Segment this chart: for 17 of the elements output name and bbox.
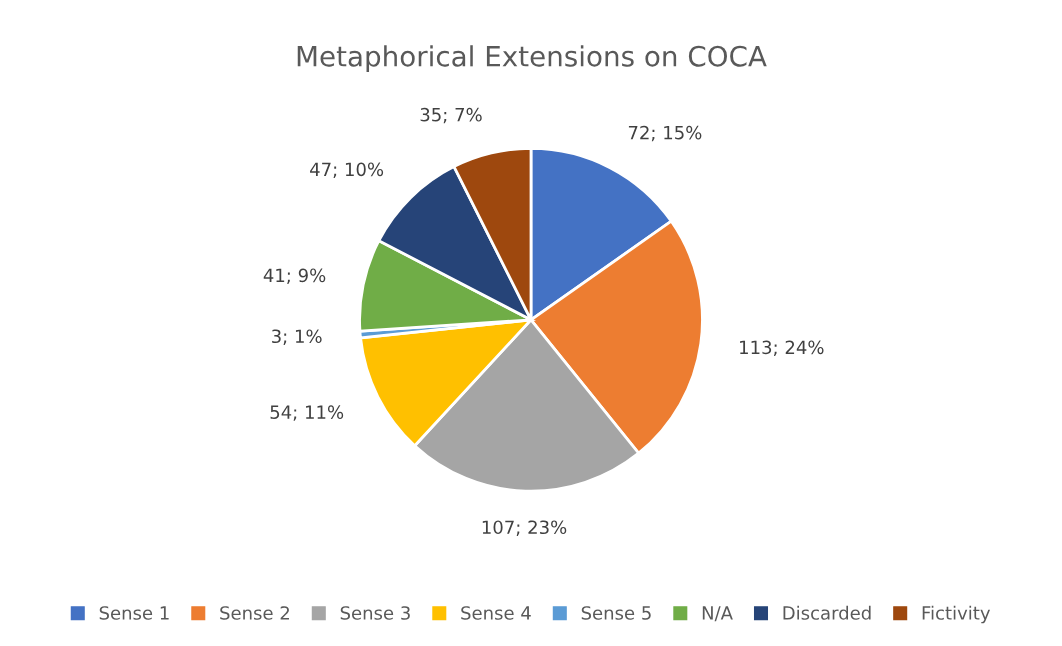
legend-label: Fictivity [922, 605, 991, 624]
data-label: 113; 24% [740, 340, 824, 356]
chart-title: Metaphorical Extensions on COCA [297, 45, 767, 73]
legend-label: N/A [702, 606, 733, 622]
legend-label: Sense 5 [581, 606, 651, 620]
data-label: 3; 1% [272, 329, 322, 345]
legend-label: Sense 4 [461, 606, 531, 620]
data-label: 47; 10% [310, 162, 384, 178]
legend-label: Sense 2 [220, 606, 289, 620]
data-label: 72; 15% [628, 125, 702, 142]
data-label: 41; 9% [263, 268, 326, 284]
data-label: 107; 23% [482, 520, 567, 536]
legend-label: Sense 3 [340, 606, 410, 620]
data-label: 35; 7% [420, 107, 482, 124]
legend-label: Sense 1 [99, 606, 169, 620]
data-label: 54; 11% [270, 405, 344, 421]
legend-label: Discarded [783, 605, 871, 620]
